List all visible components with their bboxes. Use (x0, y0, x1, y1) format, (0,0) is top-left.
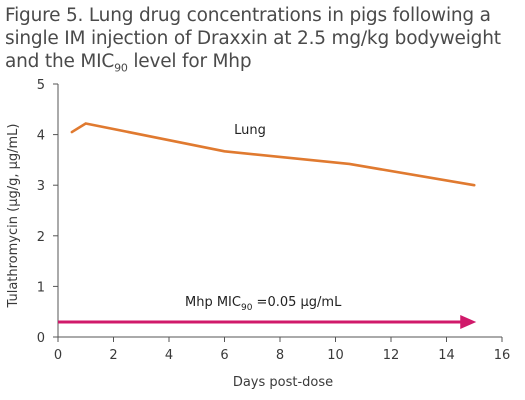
y-tick-label: 1 (37, 280, 45, 295)
chart-title: Figure 5. Lung drug concentrations in pi… (5, 4, 523, 80)
series-line-lung (70, 122, 476, 187)
title-line-3-sub: 90 (114, 61, 128, 75)
y-tick-label: 5 (37, 78, 45, 93)
title-line-1: Figure 5. Lung drug concentrations in pi… (5, 5, 491, 26)
title-line-3-post: level for Mhp (127, 51, 252, 72)
y-tick-label: 4 (37, 129, 45, 144)
y-tick-label: 3 (37, 179, 45, 194)
x-tick-label: 0 (54, 348, 62, 363)
title-line-3-pre: and the MIC (5, 51, 115, 72)
mic-label-sub: 90 (241, 303, 253, 313)
mic-label: Mhp MIC90 =0.05 µg/mL (185, 295, 342, 313)
x-tick-label: 10 (327, 348, 344, 363)
title-line-3: and the MIC90 level for Mhp (5, 50, 523, 80)
x-tick-label: 8 (276, 348, 284, 363)
y-tick-label: 0 (37, 331, 45, 346)
mic-label-post: =0.05 µg/mL (252, 295, 342, 310)
x-tick-label: 14 (438, 348, 455, 363)
x-tick-label: 2 (109, 348, 117, 363)
x-tick-label: 4 (165, 348, 173, 363)
x-tick-label: 6 (220, 348, 228, 363)
series-label-lung: Lung (234, 123, 266, 138)
x-axis-label: Days post-dose (233, 375, 333, 390)
mic-arrowhead (460, 315, 477, 329)
mic-label-pre: Mhp MIC (185, 295, 241, 310)
y-tick-label: 2 (37, 230, 45, 245)
x-tick-label: 12 (383, 348, 400, 363)
title-line-2: single IM injection of Draxxin at 2.5 mg… (5, 28, 501, 49)
x-tick-label: 16 (494, 348, 511, 363)
y-axis-label: Tulathromycin (µg/g, µg/mL) (6, 124, 21, 309)
